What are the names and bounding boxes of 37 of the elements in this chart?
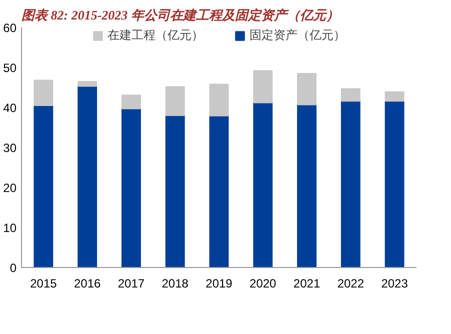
y-tick-label: 20 — [3, 181, 17, 195]
bar — [384, 100, 404, 268]
bar — [165, 115, 185, 268]
y-tick-label: 50 — [3, 61, 17, 75]
bar — [34, 105, 54, 268]
legend-label: 固定资产（亿元） — [250, 27, 346, 44]
bar — [340, 100, 360, 268]
bar — [78, 86, 98, 268]
legend-label: 在建工程（亿元） — [108, 27, 204, 44]
y-tick-label: 40 — [3, 101, 17, 115]
bar — [122, 108, 141, 268]
y-tick-label: 0 — [10, 261, 17, 275]
x-tick-label: 2023 — [381, 276, 408, 290]
x-tick-label: 2018 — [162, 276, 189, 290]
chart-title: 图表 82: 2015-2023 年公司在建工程及固定资产（亿元） — [22, 8, 339, 22]
bar — [253, 70, 273, 104]
x-tick-label: 2016 — [74, 276, 102, 290]
x-tick-label: 2015 — [30, 276, 58, 290]
bar — [340, 88, 360, 102]
y-tick-label: 60 — [3, 21, 17, 35]
x-tick-label: 2019 — [206, 276, 233, 290]
bar — [209, 84, 229, 116]
bar — [297, 73, 316, 106]
x-tick-label: 2021 — [293, 276, 320, 290]
y-tick-label: 10 — [3, 221, 17, 235]
bar — [209, 115, 229, 268]
x-tick-label: 2022 — [337, 276, 364, 290]
bar — [122, 94, 141, 110]
x-tick-label: 2017 — [118, 276, 145, 290]
bar — [78, 81, 98, 87]
bar — [165, 86, 185, 116]
x-tick-label: 2020 — [250, 276, 277, 290]
bar — [297, 104, 316, 268]
bar — [384, 91, 404, 102]
bar — [34, 80, 54, 106]
y-tick-label: 30 — [3, 141, 17, 155]
bar — [253, 102, 273, 268]
